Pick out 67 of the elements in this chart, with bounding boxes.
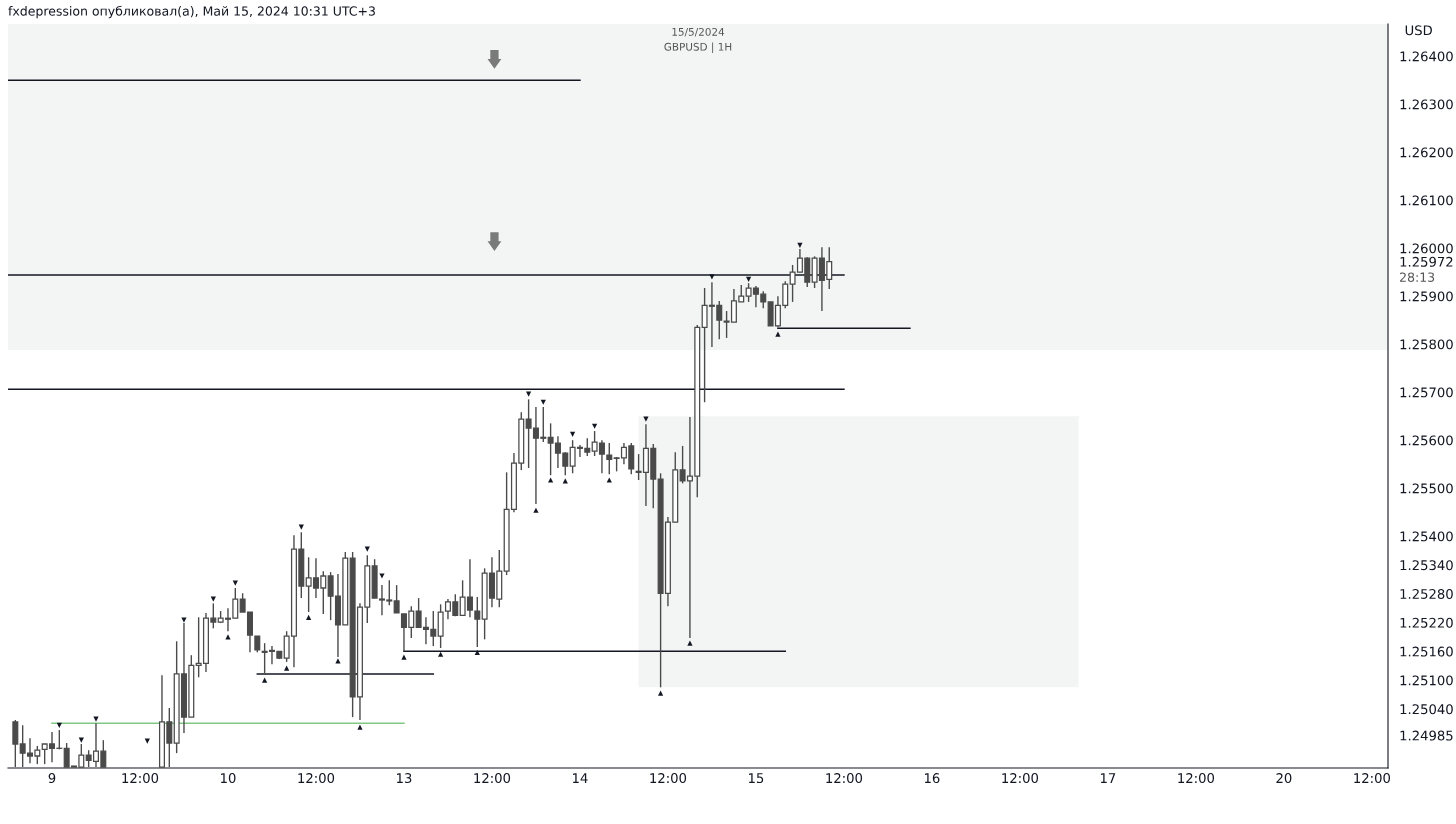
x-tick-label: 12:00 <box>650 773 687 784</box>
y-tick-label: 1.25160 <box>1400 646 1453 657</box>
y-tick-label: 1.25340 <box>1400 560 1453 571</box>
point <box>658 690 664 696</box>
point <box>533 507 539 513</box>
point <box>548 477 554 483</box>
point <box>262 677 268 683</box>
x-tick-label: 15 <box>748 773 764 784</box>
x-tick-label: 16 <box>924 773 940 784</box>
point <box>93 716 99 722</box>
y-tick-label: 1.25900 <box>1400 291 1453 302</box>
point <box>335 658 341 664</box>
x-tick-label: 12:00 <box>474 773 511 784</box>
y-tick-label: 1.26400 <box>1400 51 1453 62</box>
y-tick-label: 1.25800 <box>1400 339 1453 350</box>
point <box>643 416 649 422</box>
y-axis-title: USD <box>1405 25 1432 36</box>
text: GBPUSD | 1H <box>664 42 732 54</box>
point <box>687 640 693 646</box>
point <box>56 722 62 728</box>
text: 28:13 <box>1400 272 1435 282</box>
point <box>562 478 568 484</box>
x-tick-label: 12:00 <box>122 773 159 784</box>
x-tick-label: 12:00 <box>1354 773 1390 784</box>
point <box>775 331 781 337</box>
y-tick-label: 1.25600 <box>1400 435 1453 446</box>
x-tick-label: 14 <box>573 773 588 783</box>
point <box>438 651 444 657</box>
point <box>709 274 715 280</box>
y-tick-label: 1.24985 <box>1400 730 1453 741</box>
point <box>298 524 304 530</box>
y-tick-label: 1.25220 <box>1400 617 1453 628</box>
y-tick-label: 1.26000 <box>1400 243 1453 254</box>
x-tick-label: 12:00 <box>1002 773 1039 784</box>
x-tick-label: 17 <box>1100 773 1116 783</box>
x-tick-label: 12:00 <box>826 773 863 784</box>
y-tick-label: 1.25100 <box>1400 675 1453 686</box>
y-tick-label: 1.25972 <box>1400 256 1453 267</box>
point <box>592 423 598 429</box>
chart-subtitle: 15/5/2024 <box>672 27 725 37</box>
x-tick-label: 10 <box>221 773 236 784</box>
y-tick-label: 1.26100 <box>1400 195 1453 206</box>
y-tick-label: 1.26300 <box>1400 99 1453 110</box>
point <box>379 573 385 579</box>
x-tick-label: 12:00 <box>1178 773 1215 784</box>
y-tick-label: 1.25280 <box>1400 588 1453 599</box>
point <box>570 431 576 437</box>
text: fxdepression опубликовал(а), Май 15, 2024 10:31 UTC+3 <box>8 5 375 19</box>
x-tick-label: 12:00 <box>298 773 335 784</box>
point <box>306 614 312 620</box>
point <box>401 654 407 660</box>
point <box>210 596 216 602</box>
point <box>225 634 231 640</box>
x-tick-label: 20 <box>1276 773 1292 784</box>
point <box>284 665 290 671</box>
point <box>526 391 532 397</box>
point <box>746 276 752 282</box>
point <box>474 649 480 655</box>
y-tick-label: 1.26200 <box>1400 147 1453 158</box>
candlestick <box>12 719 19 768</box>
y-tick-label: 1.25040 <box>1400 704 1453 715</box>
x-tick-label: 13 <box>397 773 412 784</box>
x-tick-label: 9 <box>48 773 56 784</box>
y-tick-label: 1.25400 <box>1400 531 1453 542</box>
y-tick-label: 1.25700 <box>1400 387 1453 398</box>
point <box>606 477 612 483</box>
y-tick-label: 1.25500 <box>1400 483 1453 494</box>
